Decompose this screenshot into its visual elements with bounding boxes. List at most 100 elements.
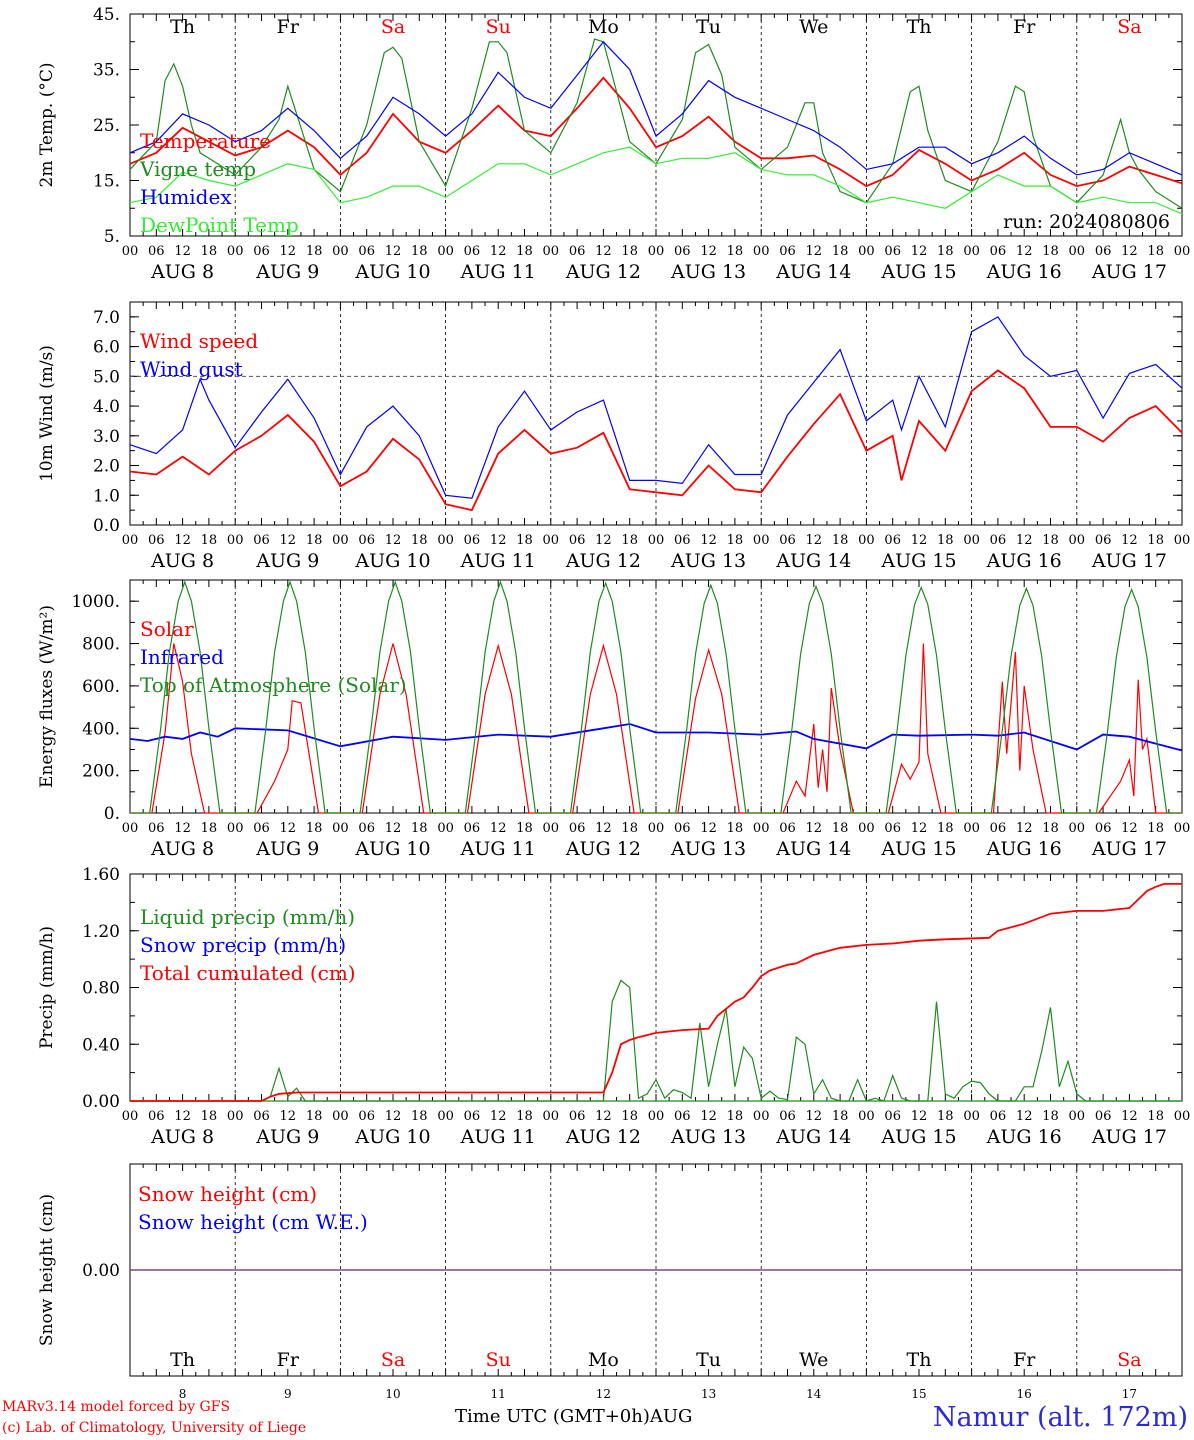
day-number: 14	[806, 1387, 822, 1400]
hour-label: 00	[858, 821, 875, 836]
hour-label: 06	[779, 244, 796, 259]
hour-label: 18	[1147, 1109, 1164, 1124]
weekday-label: Fr	[1013, 16, 1036, 38]
hour-label: 00	[963, 533, 980, 548]
y-tick-label: 5.	[104, 227, 120, 247]
hour-label: 18	[516, 821, 533, 836]
day-number: 17	[1122, 1387, 1137, 1400]
hour-label: 06	[148, 1109, 165, 1124]
series-line-vigne-temp	[129, 38, 1183, 209]
hour-label: 18	[411, 244, 428, 259]
legend-entry: Solar	[140, 617, 194, 641]
hour-label: 18	[411, 533, 428, 548]
hour-label: 12	[700, 244, 717, 259]
y-tick-label: 400.	[82, 719, 120, 739]
hour-label: 18	[937, 821, 954, 836]
weekday-label: Fr	[1013, 1349, 1036, 1371]
hour-label: 06	[148, 821, 165, 836]
y-tick-label: 25.	[93, 116, 120, 136]
hour-label: 06	[358, 821, 375, 836]
hour-label: 00	[227, 821, 244, 836]
hour-label: 00	[753, 533, 770, 548]
date-label: AUG 12	[565, 261, 641, 283]
hour-label: 06	[148, 533, 165, 548]
hour-label: 06	[569, 821, 586, 836]
hour-label: 00	[227, 244, 244, 259]
date-label: AUG 10	[354, 550, 430, 572]
y-tick-label: 45.	[93, 5, 120, 25]
hour-label: 12	[1016, 244, 1033, 259]
weekday-label: Th	[170, 1349, 195, 1371]
hour-label: 06	[884, 533, 901, 548]
hour-label: 06	[990, 821, 1007, 836]
hour-label: 00	[753, 244, 770, 259]
y-tick-label: 200.	[82, 762, 120, 782]
y-tick-label: 15.	[93, 172, 120, 192]
hour-label: 18	[1042, 1109, 1059, 1124]
date-label: AUG 11	[460, 838, 536, 860]
hour-label: 12	[174, 533, 191, 548]
hour-label: 18	[832, 533, 849, 548]
hour-label: 18	[1042, 821, 1059, 836]
weekday-label: Th	[170, 16, 195, 38]
series-line-top-of-atmosphere-solar-	[130, 580, 1182, 814]
series-line-dewpoint-temp	[129, 146, 1183, 215]
date-label: AUG 17	[1091, 261, 1167, 283]
date-label: AUG 15	[880, 838, 956, 860]
y-axis-label: Precip (mm/h)	[37, 926, 57, 1049]
y-tick-label: 600.	[82, 677, 120, 697]
legend-entry: Temperature	[140, 129, 271, 153]
hour-label: 18	[621, 533, 638, 548]
hour-label: 00	[1174, 244, 1191, 259]
weekday-label: Tu	[696, 16, 721, 38]
date-label: AUG 11	[460, 261, 536, 283]
y-tick-label: 0.00	[82, 1092, 120, 1112]
hour-label: 06	[990, 244, 1007, 259]
y-axis-label: Energy fluxes (W/m²)	[37, 605, 57, 788]
hour-label: 06	[253, 1109, 270, 1124]
hour-label: 18	[937, 244, 954, 259]
date-label: AUG 14	[775, 261, 851, 283]
hour-label: 00	[543, 244, 560, 259]
hour-label: 18	[727, 1109, 744, 1124]
hour-label: 00	[122, 244, 139, 259]
date-label: AUG 17	[1091, 838, 1167, 860]
hour-label: 18	[1147, 821, 1164, 836]
hour-label: 18	[832, 821, 849, 836]
series-line-infrared	[129, 723, 1183, 752]
hour-label: 00	[753, 821, 770, 836]
weekday-label: Su	[486, 1349, 511, 1371]
hour-label: 00	[332, 244, 349, 259]
hour-label: 18	[832, 244, 849, 259]
hour-label: 06	[464, 533, 481, 548]
hour-label: 06	[464, 821, 481, 836]
hour-label: 00	[437, 533, 454, 548]
day-number: 13	[701, 1387, 716, 1400]
hour-label: 06	[674, 244, 691, 259]
hour-label: 06	[674, 533, 691, 548]
hour-label: 12	[595, 244, 612, 259]
date-label: AUG 9	[255, 261, 319, 283]
hour-label: 12	[700, 533, 717, 548]
hour-label: 06	[1095, 533, 1112, 548]
series-line-wind-gust	[129, 316, 1183, 499]
legend-entry: Vigne temp	[139, 157, 256, 181]
hour-label: 12	[806, 244, 823, 259]
hour-label: 18	[1147, 533, 1164, 548]
y-tick-label: 0.00	[82, 1261, 120, 1281]
hour-label: 06	[884, 821, 901, 836]
date-label: AUG 8	[150, 550, 214, 572]
legend-entry: Total cumulated (cm)	[140, 961, 356, 985]
hour-label: 18	[201, 244, 218, 259]
hour-label: 06	[1095, 244, 1112, 259]
run-label: run: 2024080806	[1003, 211, 1170, 233]
hour-label: 12	[700, 821, 717, 836]
hour-label: 00	[1174, 1109, 1191, 1124]
hour-label: 12	[385, 533, 402, 548]
hour-label: 18	[516, 1109, 533, 1124]
hour-label: 18	[306, 1109, 323, 1124]
hour-label: 18	[832, 1109, 849, 1124]
hour-label: 12	[806, 821, 823, 836]
hour-label: 06	[253, 533, 270, 548]
hour-label: 06	[148, 244, 165, 259]
